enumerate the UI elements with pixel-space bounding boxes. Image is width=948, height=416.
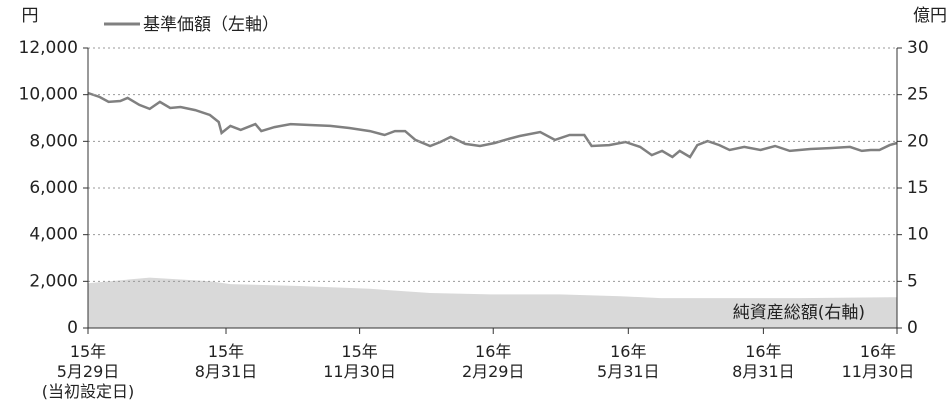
y2-tick-label: 20 <box>907 131 929 151</box>
y-tick-label: 8,000 <box>29 131 78 151</box>
y2-tick-label: 30 <box>907 38 929 58</box>
x-tick-label: 16年 2月29日 <box>461 342 525 381</box>
y-tick-label: 2,000 <box>29 271 78 291</box>
line <box>87 91 898 159</box>
y-unit: 円 <box>22 6 39 26</box>
y-tick-label: 12,000 <box>19 38 78 58</box>
x-tick-label: 15年 11月30日 <box>323 342 396 381</box>
annotation: 純資産総額(右軸) <box>733 303 865 323</box>
y-tick-label: 0 <box>67 318 78 338</box>
y-tick-label: 6,000 <box>29 178 78 198</box>
y2-unit: 億円 <box>913 6 947 26</box>
x-tick-label: 16年 8月31日 <box>732 342 795 381</box>
y2-tick-label: 25 <box>907 85 929 105</box>
area <box>88 277 897 328</box>
legend-label: 基準価額（左軸） <box>143 15 279 35</box>
y-tick-label: 10,000 <box>19 85 78 105</box>
y2-tick-label: 5 <box>907 271 918 291</box>
x-tick-label: 16年 11月30日 <box>841 342 915 381</box>
x-tick-label: 15年 5月29日 (当初設定日) <box>41 342 135 401</box>
y-tick-label: 4,000 <box>29 225 78 245</box>
y2-tick-label: 15 <box>907 178 929 198</box>
y2-tick-label: 10 <box>907 225 929 245</box>
x-tick-label: 15年 8月31日 <box>194 342 258 381</box>
x-tick-label: 16年 5月31日 <box>597 342 660 381</box>
y2-tick-label: 0 <box>907 318 918 338</box>
